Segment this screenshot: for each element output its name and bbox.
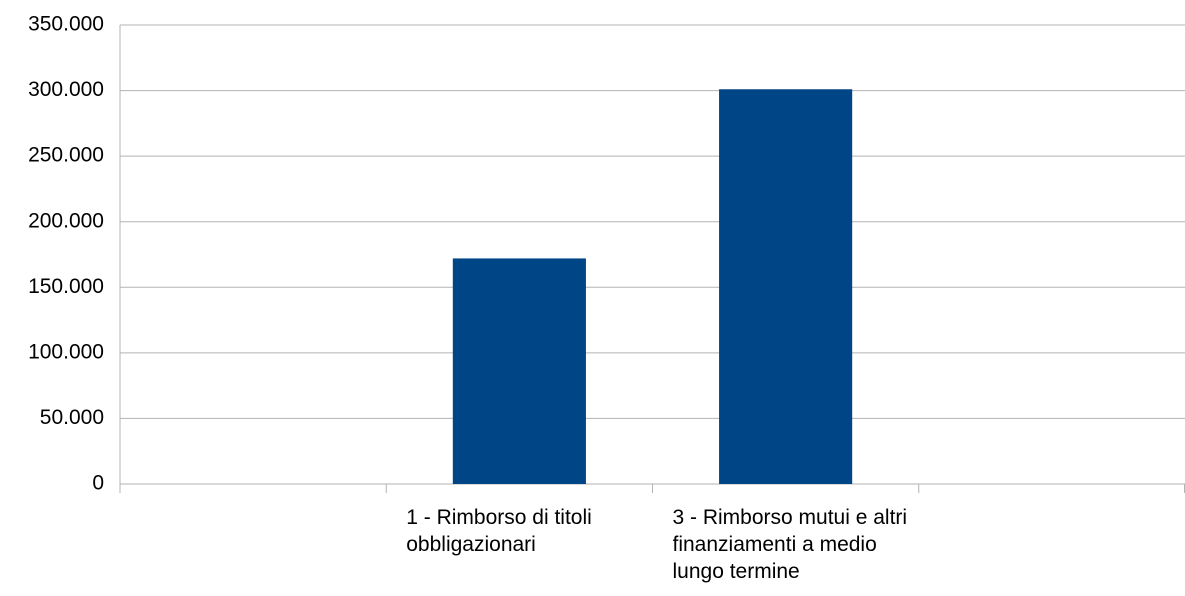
y-tick-label: 200.000	[28, 209, 104, 232]
x-label-box: 3 - Rimborso mutui e altri finanziamenti…	[672, 506, 908, 583]
x-tick-label: 3 - Rimborso mutui e altri finanziamenti…	[672, 506, 908, 583]
bar	[452, 258, 586, 484]
y-tick-label: 0	[92, 472, 104, 495]
y-tick-label: 350.000	[28, 13, 104, 36]
y-tick-label: 50.000	[40, 406, 104, 429]
y-tick-label: 300.000	[28, 78, 104, 101]
y-tick-label: 100.000	[28, 340, 104, 363]
bar	[719, 89, 853, 484]
y-tick-label: 150.000	[28, 275, 104, 298]
x-tick-label: 1 - Rimborso di titoli obbligazionari	[406, 506, 592, 556]
x-label-box: 1 - Rimborso di titoli obbligazionari	[406, 506, 592, 556]
y-tick-label: 250.000	[28, 144, 104, 167]
